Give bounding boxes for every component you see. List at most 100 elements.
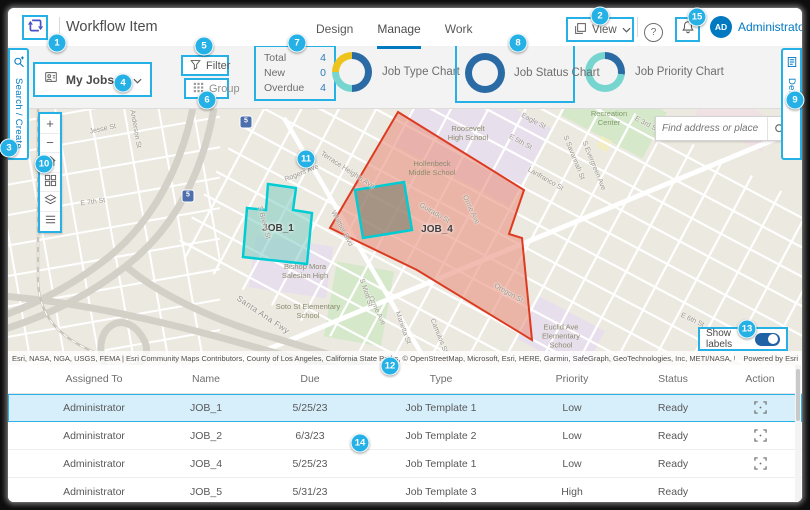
stat-new: New 0	[264, 67, 326, 79]
filter-funnel-icon	[190, 59, 201, 73]
job-priority-chart-label: Job Priority Chart	[635, 66, 724, 78]
cell-due: 5/25/23	[292, 401, 328, 414]
show-labels-label: Show labels	[706, 328, 733, 350]
view-label: View	[592, 23, 617, 36]
cell-priority: Low	[562, 401, 582, 414]
legend-button[interactable]	[40, 211, 60, 231]
col-status: Status	[658, 373, 688, 385]
cell-due: 5/25/23	[292, 457, 328, 470]
divider	[59, 17, 60, 37]
cell-status: Ready	[657, 485, 689, 498]
cell-type: Job Template 1	[405, 457, 477, 470]
table-row[interactable]: Administrator JOB_4 5/25/23 Job Template 1 L…	[8, 450, 802, 478]
job-priority-chart[interactable]: Job Priority Chart	[585, 52, 724, 92]
job-type-chart-label: Job Type Chart	[382, 66, 460, 78]
cell-status: Ready	[657, 429, 689, 442]
workflow-icon	[27, 17, 44, 39]
jobs-filter-dropdown[interactable]: My Jobs	[33, 62, 152, 97]
jobs-table: Assigned To Name Due Type Priority Statu…	[8, 365, 802, 502]
scrollbar-thumb[interactable]	[796, 369, 800, 421]
cell-name: JOB_1	[189, 401, 223, 414]
bell-icon	[681, 20, 695, 39]
cell-type: Job Template 1	[405, 401, 477, 414]
zoom-in-button[interactable]: +	[40, 114, 60, 134]
attribution-text: Esri, NASA, NGA, USGS, FEMA | Esri Commu…	[12, 353, 735, 363]
home-icon	[44, 154, 57, 170]
basemap-canvas	[8, 108, 802, 365]
help-button[interactable]: ?	[644, 23, 663, 42]
job-stats-panel: Total 4 New 0 Overdue 4	[254, 45, 336, 101]
cell-name: JOB_2	[189, 429, 223, 442]
layers-button[interactable]	[40, 192, 60, 212]
col-priority: Priority	[555, 373, 589, 385]
app-window: JOB_1 JOB_4 Roosevelt High School Recreatio…	[8, 8, 802, 502]
donut-hole	[339, 59, 365, 85]
job-status-donut	[465, 52, 505, 93]
job-priority-donut	[585, 52, 625, 92]
cell-assigned_to: Administrator	[63, 429, 125, 442]
jobs-table-header: Assigned To Name Due Type Priority Statu…	[8, 365, 802, 394]
notifications-button[interactable]	[675, 17, 700, 42]
zoom-out-button[interactable]: −	[40, 133, 60, 153]
table-row[interactable]: Administrator JOB_2 6/3/23 Job Template 2 Lo…	[8, 422, 802, 450]
zoom-to-action[interactable]	[718, 429, 802, 442]
table-row[interactable]: Administrator JOB_5 5/31/23 Job Template 3 H…	[8, 478, 802, 502]
show-labels-toggle[interactable]	[755, 332, 780, 346]
job-1-polygon[interactable]	[241, 182, 314, 266]
railway	[36, 108, 95, 354]
table-scrollbar[interactable]	[795, 365, 801, 501]
zoom-to-action[interactable]	[718, 457, 802, 470]
divider	[637, 17, 638, 37]
jobs-filter-label: My Jobs	[66, 72, 115, 87]
show-labels-control: Show labels	[698, 327, 788, 351]
avatar[interactable]: AD	[710, 16, 732, 38]
cell-name: JOB_4	[189, 457, 223, 470]
stat-new-value: 0	[320, 67, 326, 79]
map-view[interactable]: JOB_1 JOB_4 Roosevelt High School Recreatio…	[8, 108, 802, 365]
stat-overdue: Overdue 4	[264, 82, 326, 94]
legend-list-icon	[44, 213, 57, 229]
home-button[interactable]	[40, 153, 60, 173]
stat-total-value: 4	[320, 52, 326, 64]
tab-manage[interactable]: Manage	[377, 8, 421, 49]
powered-by-esri: Powered by Esri	[743, 353, 798, 363]
details-panel-tab[interactable]: Details	[781, 48, 802, 160]
workflow-logo-button[interactable]	[22, 15, 48, 40]
group-label: Group	[209, 82, 240, 95]
cell-status: Ready	[657, 457, 689, 470]
tab-design[interactable]: Design	[316, 21, 354, 36]
cell-type: Job Template 2	[405, 429, 477, 442]
job-4-polygon[interactable]	[328, 110, 534, 342]
selection-polygon[interactable]	[353, 180, 414, 240]
donut-hole	[472, 59, 498, 86]
main-tabs: Design Manage Work	[316, 8, 473, 49]
cell-type: Job Template 3	[405, 485, 477, 498]
filter-label: Filter	[206, 59, 231, 72]
view-dropdown[interactable]: View	[566, 17, 634, 42]
view-icon	[574, 22, 587, 38]
group-button[interactable]: Group	[184, 78, 240, 99]
cell-assigned_to: Administrator	[63, 401, 125, 414]
basemap-grid-icon	[44, 174, 57, 190]
job-type-donut	[332, 52, 372, 92]
chevron-down-icon	[622, 24, 631, 36]
search-input[interactable]	[656, 123, 767, 134]
search-create-panel-tab[interactable]: Search / Create	[8, 48, 29, 160]
zoom-to-action[interactable]	[718, 401, 802, 414]
job-status-chart-label: Job Status Chart	[514, 66, 600, 79]
table-row[interactable]: Administrator JOB_1 5/25/23 Job Template 1 L…	[8, 394, 802, 422]
tab-work[interactable]: Work	[444, 21, 473, 36]
search-create-label: Search / Create	[13, 78, 24, 150]
basemap-button[interactable]	[40, 172, 60, 192]
zoom-out-icon: −	[46, 135, 54, 151]
job-type-chart[interactable]: Job Type Chart	[332, 52, 460, 92]
cell-priority: Low	[562, 457, 582, 470]
job-status-chart[interactable]: Job Status Chart	[455, 42, 600, 103]
stat-total: Total 4	[264, 52, 326, 64]
user-name: Administrator	[738, 20, 802, 34]
donut-hole	[592, 59, 618, 85]
filter-button[interactable]: Filter	[181, 55, 231, 76]
group-grid-icon	[193, 82, 204, 96]
toggle-knob	[768, 334, 778, 344]
